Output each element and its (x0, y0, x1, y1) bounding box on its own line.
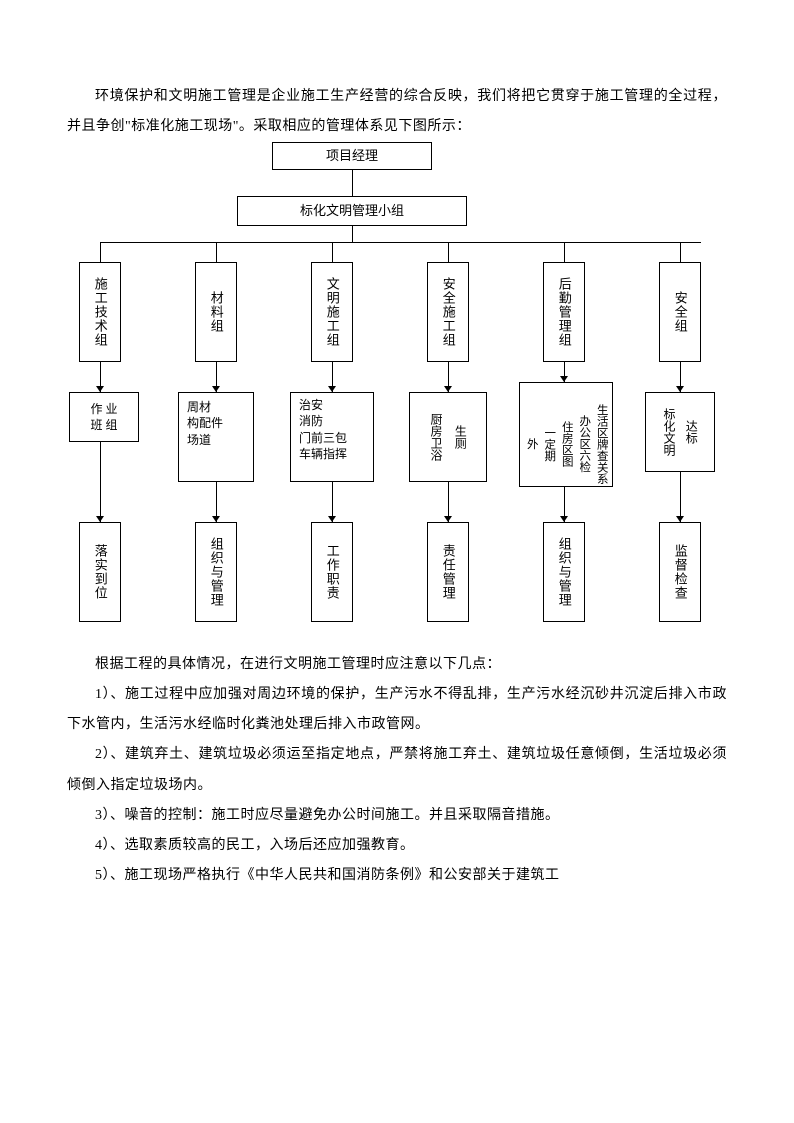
connector (352, 226, 353, 242)
mid-col: 住房区图 (558, 404, 574, 485)
bot-box-4: 组织与管理 (543, 522, 585, 622)
mid-col: 厨房卫浴 (428, 413, 444, 461)
mid-col: 生活区牌查关系 (593, 404, 609, 485)
mid-col: 达标 (683, 408, 699, 456)
mid-line: 门前三包 (299, 430, 347, 446)
mid-col: 一定期 (541, 404, 557, 485)
group-label: 安全组 (671, 291, 689, 333)
arrow-icon (328, 516, 336, 522)
arrow-icon (676, 516, 684, 522)
group-box-0: 施工技术组 (79, 262, 121, 362)
point-2: 2）、建筑弃土、建筑垃圾必须运至指定地点，严禁将施工弃土、建筑垃圾任意倾倒，生活… (67, 740, 727, 800)
point-5: 5）、施工现场严格执行《中华人民共和国消防条例》和公安部关于建筑工 (67, 861, 727, 891)
arrow-icon (444, 516, 452, 522)
point-3: 3）、噪音的控制：施工时应尽量避免办公时间施工。并且采取隔音措施。 (67, 801, 727, 831)
mid-line: 构配件 (187, 415, 223, 431)
group-label: 材料组 (207, 291, 225, 333)
connector (352, 170, 353, 196)
intro-paragraph: 环境保护和文明施工管理是企业施工生产经营的综合反映，我们将把它贯穿于施工管理的全… (67, 82, 727, 142)
arrow-icon (96, 516, 104, 522)
mid-box-2: 治安 消防 门前三包 车辆指挥 (290, 392, 374, 482)
mid-box-3: 厨房卫浴 生厕 (409, 392, 487, 482)
mid-line: 治安 (299, 397, 323, 413)
para-intro-points: 根据工程的具体情况，在进行文明施工管理时应注意以下几点： (67, 650, 727, 680)
bot-label: 责任管理 (439, 544, 457, 600)
arrow-icon (212, 516, 220, 522)
connector (100, 242, 101, 262)
group-box-3: 安全施工组 (427, 262, 469, 362)
arrow-icon (328, 386, 336, 392)
box-mgmt-group: 标化文明管理小组 (237, 196, 467, 226)
group-label: 后勤管理组 (555, 277, 573, 347)
bot-box-1: 组织与管理 (195, 522, 237, 622)
bot-box-3: 责任管理 (427, 522, 469, 622)
bot-label: 组织与管理 (555, 537, 573, 607)
connector (680, 242, 681, 262)
group-label: 施工技术组 (91, 277, 109, 347)
bot-box-2: 工作职责 (311, 522, 353, 622)
mid-box-0: 作 业 班 组 (69, 392, 139, 442)
bot-label: 落实到位 (91, 544, 109, 600)
mid-line: 车辆指挥 (299, 446, 347, 462)
bot-label: 监督检查 (671, 544, 689, 600)
connector (100, 442, 101, 522)
mid-col: 标化文明 (661, 408, 677, 456)
connector (332, 242, 333, 262)
connector (448, 242, 449, 262)
connector (564, 242, 565, 262)
arrow-icon (96, 386, 104, 392)
group-box-5: 安全组 (659, 262, 701, 362)
arrow-icon (212, 386, 220, 392)
bot-box-0: 落实到位 (79, 522, 121, 622)
mid-col: 外 (523, 404, 539, 485)
mid-box-4: 外 一定期 住房区图 办公区六检 生活区牌查关系 (519, 382, 613, 487)
bot-label: 工作职责 (323, 544, 341, 600)
point-1: 1）、施工过程中应加强对周边环境的保护，生产污水不得乱排，生产污水经沉砂井沉淀后… (67, 680, 727, 740)
mid-line: 周材 (187, 399, 211, 415)
mid-line: 消防 (299, 413, 323, 429)
point-4: 4）、选取素质较高的民工，入场后还应加强教育。 (67, 831, 727, 861)
connector (680, 472, 681, 522)
connector (100, 242, 701, 243)
group-label: 文明施工组 (323, 277, 341, 347)
bot-box-5: 监督检查 (659, 522, 701, 622)
mid-line: 场道 (187, 432, 211, 448)
box-project-manager: 项目经理 (272, 142, 432, 170)
arrow-icon (676, 386, 684, 392)
mid-col: 生厕 (452, 413, 468, 461)
arrow-icon (560, 376, 568, 382)
arrow-icon (444, 386, 452, 392)
group-box-1: 材料组 (195, 262, 237, 362)
bot-label: 组织与管理 (207, 537, 225, 607)
group-label: 安全施工组 (439, 277, 457, 347)
connector (216, 242, 217, 262)
mid-col: 办公区六检 (576, 404, 592, 485)
arrow-icon (560, 516, 568, 522)
org-chart: 项目经理 标化文明管理小组 施工技术组 作 业 班 组 落实到位 材料组 周材 … (67, 142, 727, 632)
mid-box-5: 标化文明 达标 (645, 392, 715, 472)
group-box-4: 后勤管理组 (543, 262, 585, 362)
group-box-2: 文明施工组 (311, 262, 353, 362)
mid-box-1: 周材 构配件 场道 (178, 392, 254, 482)
